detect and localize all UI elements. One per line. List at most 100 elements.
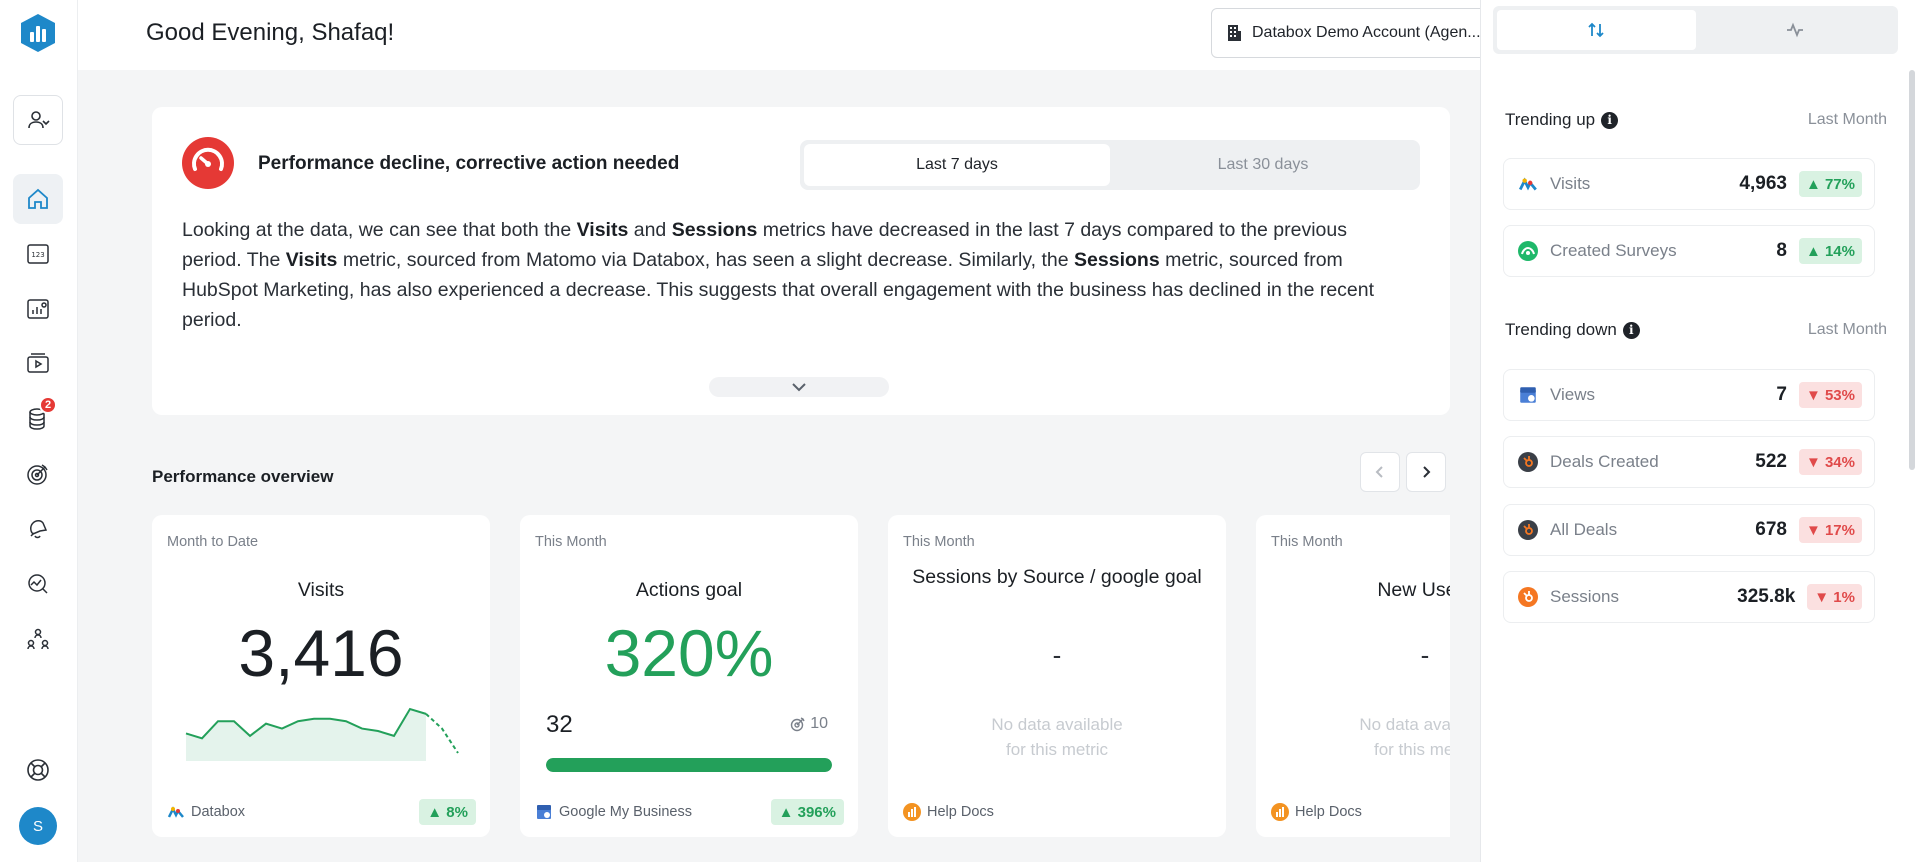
tab-trends[interactable]: [1497, 10, 1696, 50]
tab-last-30-days[interactable]: Last 30 days: [1217, 156, 1309, 173]
nav-data-sources[interactable]: 2: [13, 394, 63, 444]
scrollbar[interactable]: [1909, 70, 1915, 470]
left-sidebar: 123 2: [0, 0, 78, 862]
metrics-123-icon: 123: [27, 244, 49, 264]
hubspot-orange-icon: [1518, 587, 1538, 607]
chevron-left-icon: [1375, 466, 1383, 478]
insight-text-bold: Sessions: [1074, 249, 1160, 271]
trend-item[interactable]: Sessions 325.8k ▼ 1%: [1503, 571, 1875, 623]
trend-item[interactable]: Views 7 ▼ 53%: [1503, 369, 1875, 421]
trend-item-name: Views: [1550, 385, 1596, 404]
performance-cards: Month to Date Visits 3,416 Databox ▲ 8% …: [152, 515, 1450, 862]
section-title: Performance overview: [152, 467, 334, 486]
expand-button[interactable]: [709, 377, 889, 397]
trend-item-change: ▼ 1%: [1807, 584, 1862, 610]
help-docs-icon: [1271, 803, 1289, 821]
insight-text: Looking at the data, we can see that bot…: [182, 215, 1412, 335]
goal-target-value: 10: [810, 715, 828, 732]
hubspot-dark-icon: [1518, 452, 1538, 472]
svg-text:123: 123: [31, 251, 44, 259]
pulse-icon: [1786, 22, 1803, 38]
no-data-line: for this metric: [1005, 740, 1109, 759]
tab-activity[interactable]: [1696, 10, 1895, 50]
sparkline-projection: [425, 713, 459, 754]
alerts-icon: [30, 520, 48, 539]
no-data-message: No data available for this metric: [1256, 712, 1450, 762]
trend-item[interactable]: Visits 4,963 ▲ 77%: [1503, 158, 1875, 210]
databox-logo-icon[interactable]: [19, 13, 57, 53]
chevron-right-icon: [1423, 466, 1431, 478]
trending-down-period: Last Month: [1807, 321, 1887, 338]
info-icon[interactable]: i: [1601, 111, 1619, 129]
insight-text-bold: Visits: [285, 249, 338, 271]
card-title: Actions goal: [635, 579, 743, 601]
chevron-down-icon: [792, 383, 806, 392]
metric-card-new-users[interactable]: This Month New Users - No data available…: [1256, 515, 1450, 837]
trend-item-name: Deals Created: [1550, 452, 1659, 471]
card-source: Google My Business: [535, 803, 692, 821]
card-value: 320%: [604, 616, 774, 690]
info-icon[interactable]: i: [1622, 321, 1640, 339]
metric-card-sessions-by-source[interactable]: This Month Sessions by Source / google g…: [888, 515, 1226, 837]
nav-benchmarks[interactable]: [13, 559, 63, 609]
trend-item-value: 522: [1755, 451, 1787, 472]
card-title: New Users: [1377, 579, 1450, 601]
next-button[interactable]: [1406, 452, 1446, 492]
trend-item[interactable]: Deals Created 522 ▼ 34%: [1503, 436, 1875, 488]
goals-icon: [27, 464, 48, 485]
card-source-name: Help Docs: [1295, 804, 1362, 820]
trend-item[interactable]: Created Surveys 8 ▲ 14%: [1503, 225, 1875, 277]
trend-item-change: ▲ 14%: [1798, 238, 1862, 264]
help-button[interactable]: [13, 745, 63, 795]
trending-down-heading: Trending down i: [1505, 320, 1640, 340]
google-my-business-icon: [537, 805, 551, 819]
card-change-badge: ▲ 8%: [419, 799, 476, 825]
nav-metrics[interactable]: 123: [13, 229, 63, 279]
hubspot-dark-icon: [1518, 520, 1538, 540]
prev-button[interactable]: [1360, 452, 1400, 492]
insight-text-bold: Visits: [576, 219, 629, 241]
nav-videos[interactable]: [13, 339, 63, 389]
goal-progress-bar: [546, 758, 832, 772]
metric-card-actions-goal[interactable]: This Month Actions goal 320% 32 10 Googl…: [520, 515, 858, 837]
building-icon: [1228, 25, 1241, 41]
trend-item-change: ▼ 53%: [1798, 382, 1862, 408]
nav-home[interactable]: [13, 174, 63, 224]
avatar-initial: S: [32, 817, 43, 835]
right-panel-tabs: [1493, 6, 1898, 54]
sparkline-area: [186, 709, 426, 761]
trend-item-name: Sessions: [1550, 587, 1619, 606]
nav-goals[interactable]: [13, 449, 63, 499]
avatar[interactable]: S: [19, 807, 57, 845]
metric-card-visits[interactable]: Month to Date Visits 3,416 Databox ▲ 8%: [152, 515, 490, 837]
sort-arrows-icon: [1588, 22, 1604, 38]
nav-team[interactable]: [13, 614, 63, 664]
account-selector[interactable]: Databox Demo Account (Agen...: [1211, 8, 1523, 58]
card-source: Help Docs: [903, 803, 994, 821]
goal-progress-fill: [546, 758, 832, 772]
trend-item-change: ▼ 17%: [1798, 517, 1862, 543]
trend-item[interactable]: All Deals 678 ▼ 17%: [1503, 504, 1875, 556]
card-source-name: Google My Business: [559, 804, 692, 820]
databox-icon: [167, 806, 184, 818]
insight-text-bold: Sessions: [671, 219, 758, 241]
card-change-badge: ▲ 396%: [770, 799, 844, 825]
home-icon: [28, 188, 48, 209]
trending-up-title: Trending up: [1505, 110, 1596, 129]
user-manage-icon: [28, 111, 50, 129]
card-title: Visits: [297, 579, 345, 601]
sparkline: [185, 707, 459, 761]
no-data-message: No data available for this metric: [888, 712, 1226, 762]
goal-current: 32: [546, 711, 573, 738]
insight-text-part: and: [628, 219, 672, 241]
insight-title: Performance decline, corrective action n…: [258, 153, 680, 174]
nav-alerts[interactable]: [13, 504, 63, 554]
no-data-line: for this metric: [1373, 740, 1450, 759]
trend-item-value: 4,963: [1739, 173, 1787, 194]
card-source: Databox: [167, 803, 245, 821]
account-name: Databox Demo Account (Agen...: [1252, 24, 1481, 41]
nav-reports[interactable]: [13, 284, 63, 334]
trend-item-change: ▼ 34%: [1798, 449, 1862, 475]
tab-last-7-days[interactable]: Last 7 days: [804, 144, 1110, 186]
user-manage-button[interactable]: [13, 95, 63, 145]
